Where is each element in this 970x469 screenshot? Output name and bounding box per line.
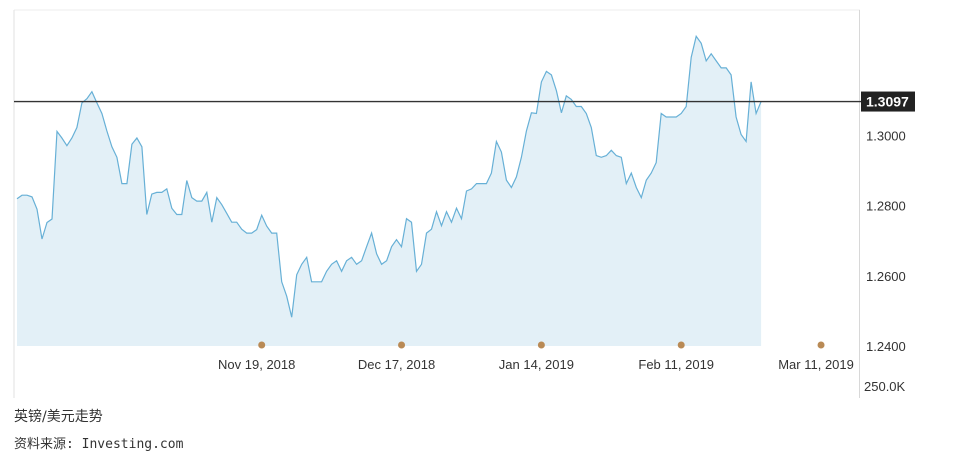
x-tick-label: Dec 17, 2018 [358, 357, 435, 372]
current-price-label: 1.3097 [866, 94, 909, 110]
x-tick-label: Feb 11, 2019 [638, 357, 714, 372]
y-axis: 1.2400 1.2600 1.2800 1.3000 [866, 129, 906, 354]
price-line [16, 34, 762, 318]
date-marker [258, 341, 266, 349]
y-tick-label: 1.2800 [866, 199, 906, 214]
y-tick-label: 1.3000 [866, 129, 906, 144]
x-axis: Nov 19, 2018 Dec 17, 2018 Jan 14, 2019 Feb … [218, 357, 854, 372]
x-tick-label: Nov 19, 2018 [218, 357, 295, 372]
current-price-badge: 1.3097 [861, 91, 915, 112]
date-markers [258, 341, 825, 349]
y-tick-label: 1.2600 [866, 269, 906, 284]
price-chart: 1.2400 1.2600 1.2800 1.3000 Nov 19, 2018 Dec… [13, 9, 915, 398]
chart-title: 英镑/美元走势 [14, 409, 103, 425]
date-marker [817, 341, 825, 349]
y-tick-label: 1.2400 [866, 339, 906, 354]
price-area [17, 36, 762, 347]
chart-source: 资料来源: Investing.com [14, 437, 184, 452]
date-marker [677, 341, 685, 349]
x-tick-label: Jan 14, 2019 [499, 357, 574, 372]
date-marker [537, 341, 545, 349]
volume-label: 250.0K [864, 379, 906, 394]
price-grid [13, 9, 860, 398]
current-price-badge-bg [861, 91, 915, 112]
x-tick-label: Mar 11, 2019 [778, 357, 854, 372]
date-marker [398, 341, 406, 349]
